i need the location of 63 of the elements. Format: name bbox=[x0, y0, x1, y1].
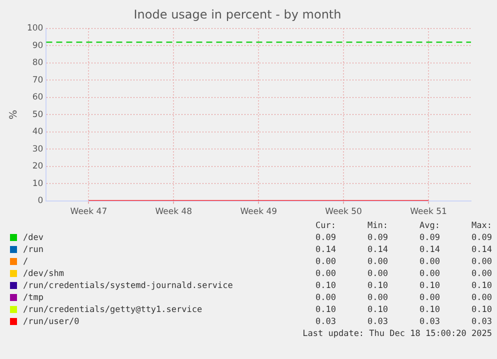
text: Min: bbox=[366, 220, 388, 232]
y-tick-label: 80 bbox=[32, 58, 44, 68]
text: Cur: bbox=[314, 220, 336, 232]
legend-label: /dev/shm bbox=[22, 268, 65, 280]
text: 0.09 bbox=[418, 232, 440, 244]
text: 0.14 bbox=[470, 244, 492, 256]
text: 0.00 bbox=[418, 268, 440, 280]
y-tick-label: 30 bbox=[32, 144, 44, 154]
legend-label: /run/credentials/getty@tty1.service bbox=[22, 304, 204, 316]
chart-title: Inode usage in percent - by month bbox=[134, 7, 342, 22]
text: 0.10 bbox=[366, 304, 388, 316]
x-tick-label: Week 48 bbox=[155, 207, 192, 218]
text: 0.00 bbox=[470, 268, 492, 280]
text: 0.00 bbox=[366, 256, 388, 268]
text: 0.03 bbox=[418, 316, 440, 328]
text: 0.14 bbox=[418, 244, 440, 256]
y-tick-label: 0 bbox=[38, 196, 44, 206]
x-tick-label: Week 51 bbox=[410, 207, 447, 218]
text: 0.14 bbox=[366, 244, 388, 256]
text: 0.00 bbox=[366, 268, 388, 280]
text: 0.00 bbox=[314, 268, 336, 280]
text: 0.03 bbox=[366, 316, 388, 328]
text: 0.00 bbox=[366, 292, 388, 304]
text: 0.00 bbox=[314, 292, 336, 304]
text: 0.10 bbox=[470, 304, 492, 316]
x-tick-label: Week 47 bbox=[70, 207, 108, 218]
legend-label: /run bbox=[22, 244, 44, 256]
text: 0.10 bbox=[314, 304, 336, 316]
text: 0.10 bbox=[418, 280, 440, 292]
text: Max: bbox=[470, 220, 492, 232]
text: 0.10 bbox=[314, 280, 336, 292]
y-axis-title: % bbox=[8, 110, 20, 120]
legend-label: /run/user/0 bbox=[22, 316, 80, 328]
y-tick-label: 40 bbox=[32, 127, 44, 138]
text: 0.10 bbox=[418, 304, 440, 316]
text: 0.09 bbox=[366, 232, 388, 244]
text: 0.00 bbox=[418, 292, 440, 304]
text: 0.00 bbox=[418, 256, 440, 268]
text: 0.00 bbox=[470, 256, 492, 268]
y-tick-label: 90 bbox=[32, 40, 44, 51]
text: 0.00 bbox=[470, 292, 492, 304]
text: 0.10 bbox=[366, 280, 388, 292]
legend-label: /run/credentials/systemd-journald.service bbox=[22, 280, 234, 292]
text: 0.10 bbox=[470, 280, 492, 292]
y-tick-label: 60 bbox=[32, 92, 44, 103]
text: Avg: bbox=[418, 220, 440, 232]
text: 0.03 bbox=[470, 316, 492, 328]
x-tick-label: Week 49 bbox=[240, 207, 278, 218]
text: 0.09 bbox=[314, 232, 336, 244]
legend-label: /tmp bbox=[22, 292, 44, 304]
legend-label: /dev bbox=[22, 232, 44, 244]
text: 0.14 bbox=[314, 244, 336, 256]
text: 0.00 bbox=[314, 256, 336, 268]
text: Last update: Thu Dec 18 15:00:20 2025 bbox=[302, 328, 492, 340]
y-tick-label: 100 bbox=[26, 24, 44, 34]
y-tick-label: 20 bbox=[32, 162, 44, 172]
y-tick-label: 70 bbox=[32, 75, 44, 86]
text: 0.03 bbox=[314, 316, 336, 328]
y-tick-label: 10 bbox=[32, 178, 44, 189]
text: 0.09 bbox=[470, 232, 492, 244]
legend-label: / bbox=[22, 256, 30, 268]
y-tick-label: 50 bbox=[32, 110, 44, 120]
x-tick-label: Week 50 bbox=[325, 207, 362, 218]
